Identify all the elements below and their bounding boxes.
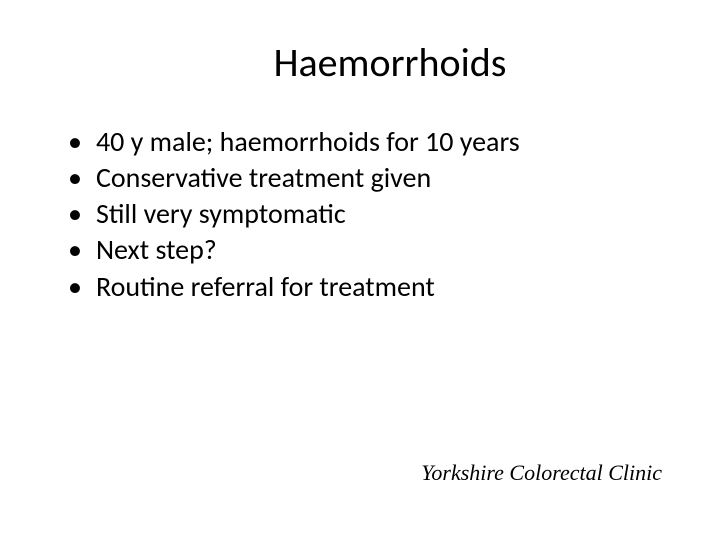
list-item: • Next step?	[68, 233, 670, 267]
bullet-icon: •	[68, 197, 82, 231]
bullet-text: Routine referral for treatment	[96, 270, 670, 304]
bullet-text: Next step?	[96, 233, 670, 267]
bullet-icon: •	[68, 270, 82, 304]
list-item: • Routine referral for treatment	[68, 270, 670, 304]
slide-title: Haemorrhoids	[110, 38, 670, 87]
list-item: • Conservative treatment given	[68, 161, 670, 195]
bullet-icon: •	[68, 161, 82, 195]
footer-text: Yorkshire Colorectal Clinic	[421, 460, 662, 486]
bullet-icon: •	[68, 233, 82, 267]
bullet-text: Conservative treatment given	[96, 161, 670, 195]
bullet-icon: •	[68, 125, 82, 159]
slide-container: Haemorrhoids • 40 y male; haemorrhoids f…	[0, 0, 720, 540]
bullet-text: 40 y male; haemorrhoids for 10 years	[96, 125, 670, 159]
list-item: • Still very symptomatic	[68, 197, 670, 231]
bullet-list: • 40 y male; haemorrhoids for 10 years •…	[50, 125, 670, 304]
list-item: • 40 y male; haemorrhoids for 10 years	[68, 125, 670, 159]
bullet-text: Still very symptomatic	[96, 197, 670, 231]
